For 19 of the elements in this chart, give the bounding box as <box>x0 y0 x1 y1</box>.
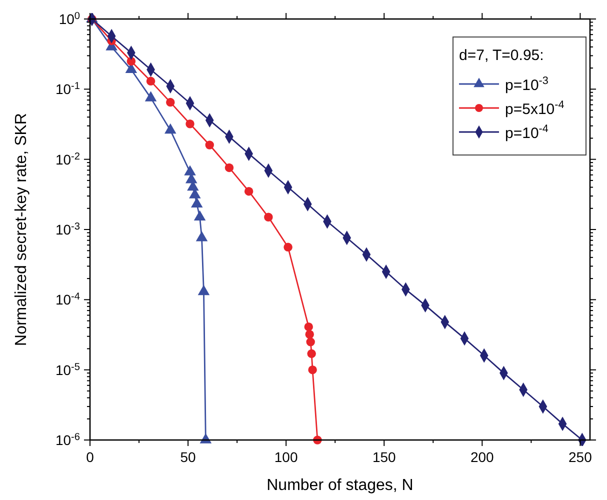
y-tick-label: 10$^{-3}$ <box>55 221 80 238</box>
legend-label: p=5x10$^{-4}$ <box>505 99 564 118</box>
y-tick-label: 10$^{0}$ <box>58 10 80 27</box>
x-tick-label: 200 <box>470 449 494 465</box>
x-tick-label: 100 <box>274 449 298 465</box>
y-tick-label: 10$^{-5}$ <box>55 361 80 378</box>
legend-label: p=10$^{-3}$ <box>505 75 548 94</box>
x-tick-label: 250 <box>568 449 592 465</box>
x-tick-label: 0 <box>86 449 94 465</box>
y-tick-label: 10$^{-4}$ <box>55 291 80 308</box>
legend-title: d=7, T=0.95: <box>459 47 544 64</box>
y-tick-label: 10$^{-1}$ <box>55 80 80 98</box>
y-tick-label: 10$^{-6}$ <box>55 432 80 448</box>
x-tick-label: 150 <box>372 449 396 465</box>
x-axis-title: Number of stages, N <box>266 477 414 494</box>
x-tick-label: 50 <box>180 449 196 465</box>
y-tick-label: 10$^{-2}$ <box>55 150 80 168</box>
legend-label: p=10$^{-4}$ <box>505 123 548 142</box>
y-axis-title: Normalized secret-key rate, SKR <box>13 113 30 346</box>
